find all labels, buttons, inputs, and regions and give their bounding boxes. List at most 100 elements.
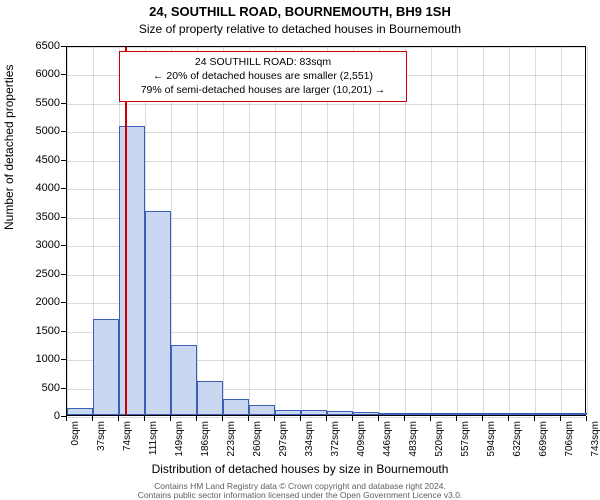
xtick-mark xyxy=(196,416,197,421)
gridline-v xyxy=(405,47,406,415)
gridline-v xyxy=(535,47,536,415)
bar xyxy=(275,410,301,415)
xtick-mark xyxy=(66,416,67,421)
xtick-mark xyxy=(508,416,509,421)
gridline-v xyxy=(483,47,484,415)
gridline-v xyxy=(561,47,562,415)
gridline-v xyxy=(587,47,588,415)
bar xyxy=(353,412,379,415)
gridline-v xyxy=(431,47,432,415)
annotation-box: 24 SOUTHILL ROAD: 83sqm ← 20% of detache… xyxy=(119,51,407,102)
xtick-label: 0sqm xyxy=(70,421,81,471)
xtick-mark xyxy=(404,416,405,421)
xtick-mark xyxy=(482,416,483,421)
bar xyxy=(561,413,587,415)
bar xyxy=(197,381,223,415)
bar xyxy=(535,413,561,415)
xtick-mark xyxy=(170,416,171,421)
bar xyxy=(509,413,535,415)
annotation-line2: ← 20% of detached houses are smaller (2,… xyxy=(126,69,400,83)
chart-container: 24, SOUTHILL ROAD, BOURNEMOUTH, BH9 1SH … xyxy=(0,0,600,500)
ytick-mark xyxy=(61,302,66,303)
gridline-v xyxy=(379,47,380,415)
bar xyxy=(145,211,171,415)
annotation-line1: 24 SOUTHILL ROAD: 83sqm xyxy=(126,55,400,69)
ytick-mark xyxy=(61,331,66,332)
ytick-mark xyxy=(61,131,66,132)
xtick-label: 223sqm xyxy=(226,421,237,471)
ytick-mark xyxy=(61,46,66,47)
bar xyxy=(379,413,405,415)
xtick-label: 520sqm xyxy=(434,421,445,471)
ytick-label: 3000 xyxy=(10,239,60,251)
y-axis-label: Number of detached properties xyxy=(2,65,16,230)
bar xyxy=(249,405,275,415)
bar xyxy=(171,345,197,415)
xtick-label: 409sqm xyxy=(356,421,367,471)
bar xyxy=(119,126,145,415)
xtick-label: 37sqm xyxy=(96,421,107,471)
ytick-mark xyxy=(61,388,66,389)
xtick-mark xyxy=(456,416,457,421)
ytick-label: 6000 xyxy=(10,68,60,80)
xtick-label: 483sqm xyxy=(408,421,419,471)
chart-title-address: 24, SOUTHILL ROAD, BOURNEMOUTH, BH9 1SH xyxy=(0,4,600,19)
gridline-v xyxy=(67,47,68,415)
xtick-mark xyxy=(248,416,249,421)
xtick-mark xyxy=(118,416,119,421)
gridline-v xyxy=(197,47,198,415)
xtick-mark xyxy=(352,416,353,421)
bar xyxy=(93,319,119,415)
bar xyxy=(327,411,353,415)
ytick-label: 4000 xyxy=(10,182,60,194)
ytick-label: 3500 xyxy=(10,211,60,223)
ytick-label: 500 xyxy=(10,382,60,394)
bar xyxy=(223,399,249,416)
ytick-mark xyxy=(61,74,66,75)
xtick-mark xyxy=(534,416,535,421)
credit-text: Contains HM Land Registry data © Crown c… xyxy=(0,482,600,500)
xtick-label: 743sqm xyxy=(590,421,600,471)
xtick-label: 372sqm xyxy=(330,421,341,471)
ytick-label: 5500 xyxy=(10,97,60,109)
ytick-label: 0 xyxy=(10,410,60,422)
ytick-label: 4500 xyxy=(10,154,60,166)
xtick-mark xyxy=(222,416,223,421)
xtick-label: 669sqm xyxy=(538,421,549,471)
bar xyxy=(457,413,483,415)
marker-vline xyxy=(125,47,127,415)
bar xyxy=(67,408,93,415)
ytick-mark xyxy=(61,160,66,161)
ytick-mark xyxy=(61,245,66,246)
xtick-mark xyxy=(430,416,431,421)
gridline-v xyxy=(327,47,328,415)
xtick-mark xyxy=(326,416,327,421)
ytick-mark xyxy=(61,103,66,104)
xtick-label: 186sqm xyxy=(200,421,211,471)
xtick-label: 446sqm xyxy=(382,421,393,471)
xtick-label: 334sqm xyxy=(304,421,315,471)
ytick-mark xyxy=(61,217,66,218)
xtick-mark xyxy=(586,416,587,421)
chart-title-sub: Size of property relative to detached ho… xyxy=(0,22,600,36)
xtick-mark xyxy=(144,416,145,421)
ytick-mark xyxy=(61,359,66,360)
bar xyxy=(405,413,431,415)
ytick-label: 5000 xyxy=(10,125,60,137)
gridline-v xyxy=(353,47,354,415)
xtick-label: 149sqm xyxy=(174,421,185,471)
xtick-label: 706sqm xyxy=(564,421,575,471)
xtick-label: 260sqm xyxy=(252,421,263,471)
xtick-label: 74sqm xyxy=(122,421,133,471)
bar xyxy=(483,413,509,415)
xtick-mark xyxy=(560,416,561,421)
x-axis-label: Distribution of detached houses by size … xyxy=(0,462,600,476)
xtick-mark xyxy=(92,416,93,421)
xtick-label: 297sqm xyxy=(278,421,289,471)
xtick-label: 557sqm xyxy=(460,421,471,471)
gridline-v xyxy=(457,47,458,415)
ytick-mark xyxy=(61,274,66,275)
gridline-v xyxy=(509,47,510,415)
gridline-v xyxy=(301,47,302,415)
gridline-v xyxy=(275,47,276,415)
